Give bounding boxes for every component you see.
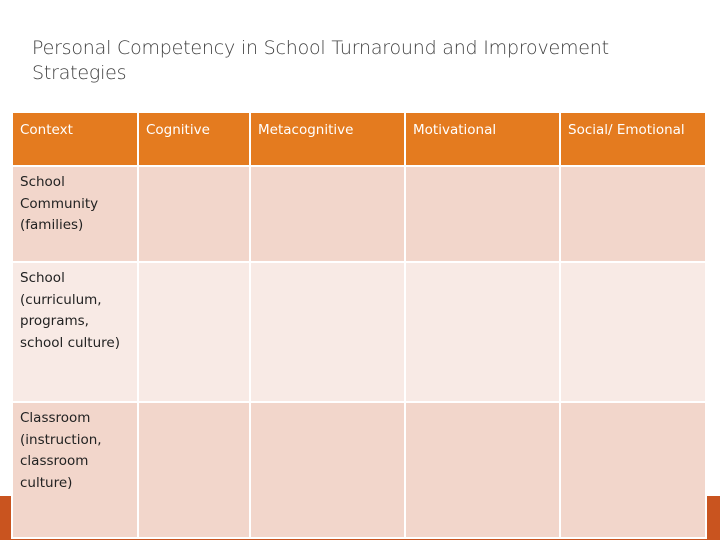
table-cell — [249, 165, 406, 263]
header-context: Context — [11, 111, 139, 167]
competency-table: Context Cognitive Metacognitive Motivati… — [11, 111, 707, 539]
table-cell — [404, 165, 561, 263]
table-cell — [249, 401, 406, 539]
header-row: Context Cognitive Metacognitive Motivati… — [11, 111, 707, 167]
table-cell — [404, 261, 561, 403]
slide-title: Personal Competency in School Turnaround… — [32, 36, 652, 86]
table-cell — [137, 165, 251, 263]
row-context-school-community: School Community (families) — [11, 165, 139, 263]
table-cell — [137, 401, 251, 539]
table-cell — [249, 261, 406, 403]
table-cell — [559, 401, 707, 539]
table-cell — [559, 165, 707, 263]
table-row: School Community (families) — [11, 165, 707, 263]
table-row: School (curriculum, programs, school cul… — [11, 261, 707, 403]
header-cognitive: Cognitive — [137, 111, 251, 167]
row-context-classroom: Classroom (instruction, classroom cultur… — [11, 401, 139, 539]
slide-title-line-2: Strategies — [32, 62, 127, 84]
header-metacognitive: Metacognitive — [249, 111, 406, 167]
slide-title-line-1: Personal Competency in School Turnaround… — [32, 37, 609, 59]
header-social-emotional: Social/ Emotional — [559, 111, 707, 167]
table-cell — [404, 401, 561, 539]
table-row: Classroom (instruction, classroom cultur… — [11, 401, 707, 539]
row-context-school: School (curriculum, programs, school cul… — [11, 261, 139, 403]
header-motivational: Motivational — [404, 111, 561, 167]
table-cell — [137, 261, 251, 403]
table-cell — [559, 261, 707, 403]
